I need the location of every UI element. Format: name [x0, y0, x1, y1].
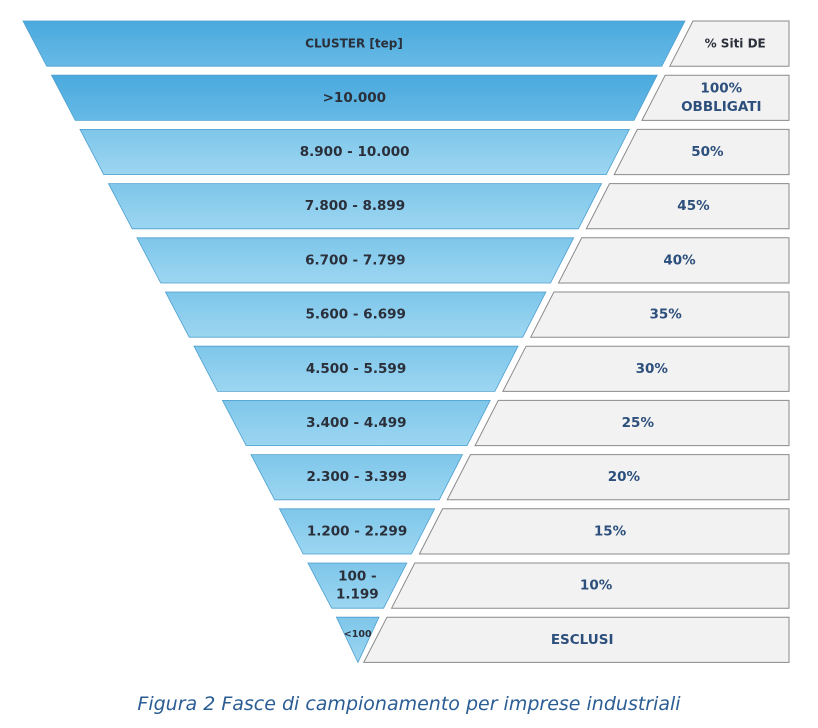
percent-box [362, 616, 790, 663]
percent-label: 35% [649, 307, 682, 323]
funnel-segment [221, 399, 491, 447]
percent-label: 20% [608, 469, 641, 485]
cluster-header-label: CLUSTER [tep] [305, 37, 403, 51]
percent-box [557, 237, 790, 284]
percent-label: 100% [700, 81, 742, 97]
funnel-segment [307, 562, 408, 609]
percent-label: OBBLIGATI [681, 99, 761, 115]
cluster-label: 1.200 - 2.299 [307, 523, 407, 539]
percent-label: ESCLUSI [551, 632, 614, 648]
percent-label: 30% [636, 361, 669, 377]
cluster-label: 1.199 [336, 587, 379, 603]
percent-box-layer: % Siti DE 100% OBBLIGATI 50% 45% 40% 35% 30% 25%… [362, 20, 790, 663]
cluster-label: <100 [344, 629, 372, 640]
funnel-diagram: CLUSTER [tep] >10.000 8.900 - 10.000 7.800 … [22, 20, 790, 664]
percent-header-label: % Siti DE [705, 37, 766, 51]
cluster-label: 8.900 - 10.000 [300, 144, 410, 160]
percent-box [641, 74, 790, 121]
cluster-label: 2.300 - 3.399 [306, 469, 406, 485]
percent-header-box [668, 20, 790, 67]
funnel-segment [79, 128, 631, 176]
percent-box [585, 183, 790, 230]
funnel-layer: CLUSTER [tep] >10.000 8.900 - 10.000 7.800 … [22, 20, 686, 664]
funnel-segment [278, 508, 436, 555]
cluster-label: 6.700 - 7.799 [305, 252, 405, 268]
cluster-label: >10.000 [323, 90, 386, 106]
cluster-label: 3.400 - 4.499 [306, 415, 406, 431]
percent-label: 25% [622, 415, 655, 431]
percent-label: 45% [677, 198, 710, 214]
cluster-label: 5.600 - 6.699 [305, 307, 405, 323]
percent-box [418, 508, 790, 555]
funnel-segment [164, 291, 547, 338]
figure-caption: Figura 2 Fasce di campionamento per impr… [137, 693, 681, 715]
percent-box [474, 399, 790, 447]
percent-box [446, 454, 790, 501]
percent-label: 40% [663, 252, 696, 268]
percent-box [529, 291, 790, 338]
funnel-segment [50, 74, 658, 121]
funnel-segment [193, 345, 519, 392]
funnel-segment [335, 616, 380, 664]
percent-label: 10% [580, 578, 613, 594]
percent-label: 50% [691, 144, 724, 160]
cluster-label: 7.800 - 8.899 [305, 198, 405, 214]
cluster-label: 4.500 - 5.599 [306, 361, 406, 377]
cluster-label: 100 - [338, 568, 376, 584]
funnel-segment [250, 454, 464, 501]
funnel-segment [136, 237, 575, 284]
percent-label: 15% [594, 523, 627, 539]
funnel-header-segment [22, 20, 686, 67]
percent-box [502, 345, 790, 392]
percent-box [390, 562, 790, 609]
percent-box [613, 128, 790, 176]
funnel-segment [107, 183, 603, 230]
